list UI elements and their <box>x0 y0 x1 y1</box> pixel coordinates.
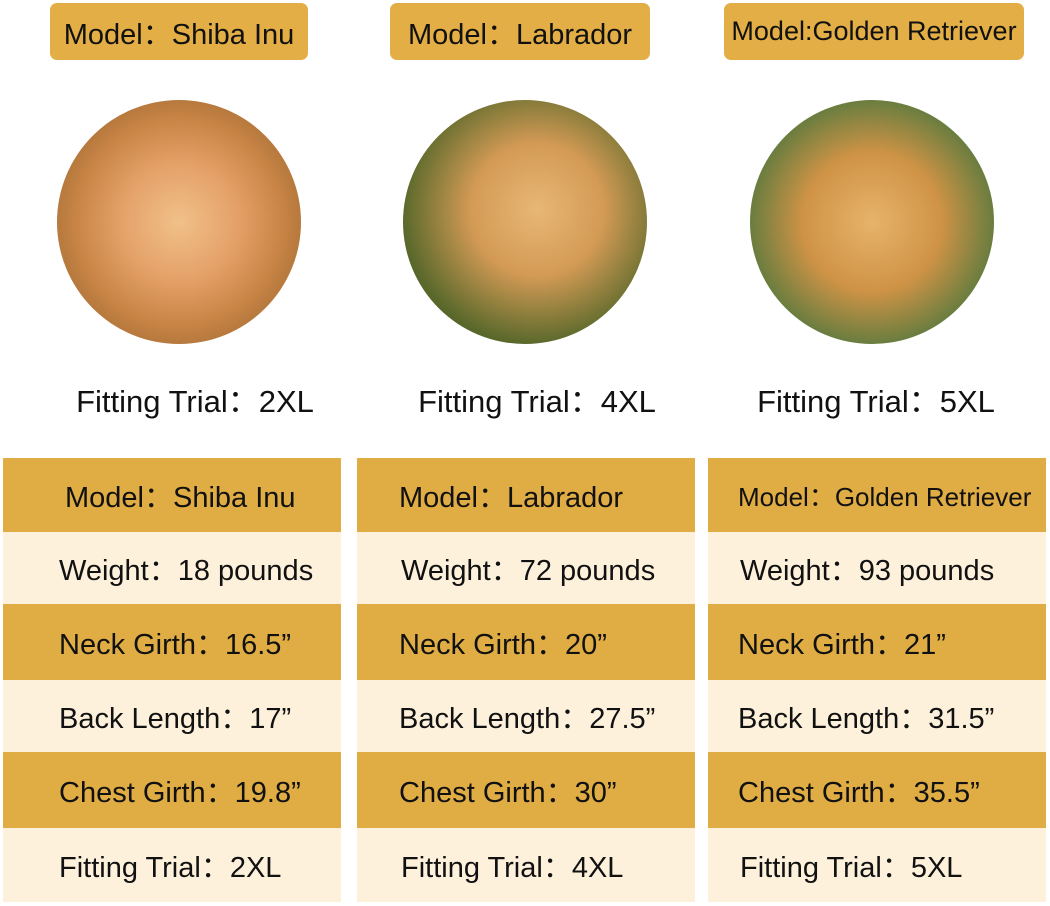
spec-table-shiba: Model：Shiba Inu Weight：18 pounds Neck Gi… <box>3 458 341 902</box>
row-model: Model：Labrador <box>357 458 695 532</box>
row-chest-girth: Chest Girth：35.5” <box>708 752 1046 828</box>
shiba-inu-photo <box>57 100 301 344</box>
row-fitting-trial: Fitting Trial：5XL <box>708 828 1046 902</box>
badge-label: Model：Shiba Inu <box>63 18 295 51</box>
golden-retriever-photo <box>750 100 994 344</box>
row-back-length: Back Length：27.5” <box>357 680 695 752</box>
row-neck-girth: Neck Girth：21” <box>708 604 1046 680</box>
badge-label: Model:Golden Retriever <box>731 16 1017 46</box>
row-back-length: Back Length：31.5” <box>708 680 1046 752</box>
row-neck-girth: Neck Girth：20” <box>357 604 695 680</box>
fitting-caption-golden: Fitting Trial：5XL <box>757 384 995 419</box>
fitting-caption-shiba: Fitting Trial：2XL <box>76 384 314 419</box>
row-model: Model：Golden Retriever <box>708 458 1046 532</box>
model-badge-golden: Model:Golden Retriever <box>724 3 1024 60</box>
row-weight: Weight：72 pounds <box>357 532 695 604</box>
row-neck-girth: Neck Girth：16.5” <box>3 604 341 680</box>
row-chest-girth: Chest Girth：19.8” <box>3 752 341 828</box>
row-chest-girth: Chest Girth：30” <box>357 752 695 828</box>
row-model: Model：Shiba Inu <box>3 458 341 532</box>
badge-label: Model：Labrador <box>407 18 633 51</box>
labrador-photo <box>403 100 647 344</box>
spec-table-golden: Model：Golden Retriever Weight：93 pounds … <box>708 458 1046 902</box>
row-fitting-trial: Fitting Trial：2XL <box>3 828 341 902</box>
row-back-length: Back Length：17” <box>3 680 341 752</box>
model-badge-shiba: Model：Shiba Inu <box>50 3 308 60</box>
spec-table-labrador: Model：Labrador Weight：72 pounds Neck Gir… <box>357 458 695 902</box>
model-badge-labrador: Model：Labrador <box>390 3 650 60</box>
row-weight: Weight：93 pounds <box>708 532 1046 604</box>
fitting-caption-labrador: Fitting Trial：4XL <box>418 384 656 419</box>
row-weight: Weight：18 pounds <box>3 532 341 604</box>
row-fitting-trial: Fitting Trial：4XL <box>357 828 695 902</box>
